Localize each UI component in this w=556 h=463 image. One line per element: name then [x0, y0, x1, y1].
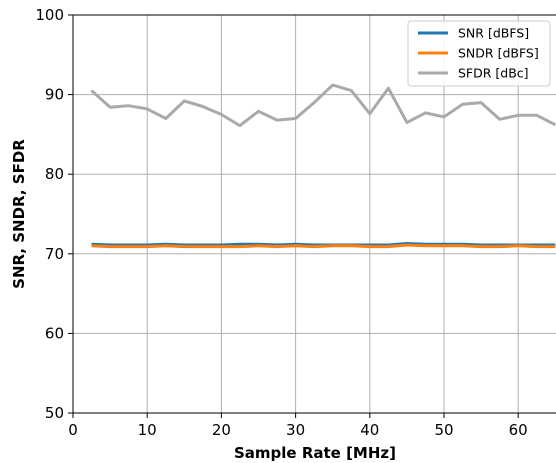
x-tick-label: 60 [509, 421, 528, 439]
x-axis-label: Sample Rate [MHz] [234, 444, 396, 462]
x-tick-label: 50 [434, 421, 453, 439]
y-tick-label: 60 [45, 324, 64, 342]
y-tick-label: 50 [45, 404, 64, 422]
x-tick-label: 40 [360, 421, 379, 439]
legend-label-sndr: SNDR [dBFS] [458, 46, 539, 61]
y-tick-label: 100 [35, 6, 64, 24]
legend-label-snr: SNR [dBFS] [458, 26, 529, 41]
y-axis-label: SNR, SNDR, SFDR [10, 139, 28, 289]
x-tick-label: 10 [138, 421, 157, 439]
legend-label-sfdr: SFDR [dBc] [458, 66, 529, 81]
legend: SNR [dBFS] SNDR [dBFS] SFDR [dBc] [408, 21, 550, 86]
x-tick-label: 30 [286, 421, 305, 439]
sfdr-series-line [92, 85, 556, 126]
x-tick-label: 20 [212, 421, 231, 439]
y-tick-label: 90 [45, 86, 64, 104]
series-layer [92, 85, 556, 247]
x-tick-label: 0 [68, 421, 78, 439]
y-tick-label: 80 [45, 165, 64, 183]
sndr-series-line [92, 245, 556, 247]
y-tick-label: 70 [45, 245, 64, 263]
